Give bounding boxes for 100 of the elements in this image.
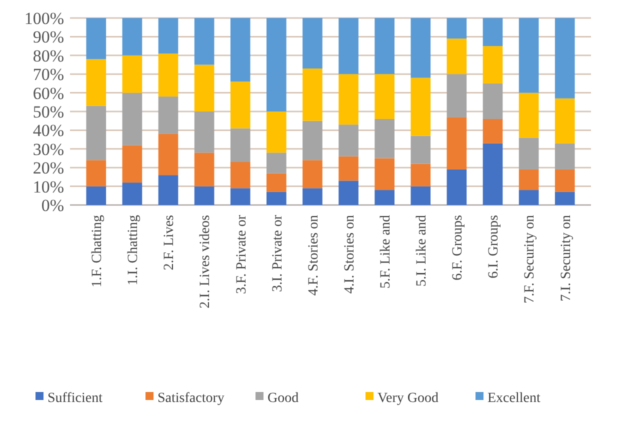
x-tick-label: 2.I. Lives videos [198,215,214,308]
bar [266,173,286,192]
x-tick-label: 6.F. Groups [450,215,466,280]
bar [86,186,106,205]
bar [230,18,250,82]
y-tick-label: 60% [32,84,64,103]
bar [122,145,142,183]
x-tick-label: 7.I. Security on [558,215,574,302]
x-tick-label: 7.F. Security on [522,215,538,304]
bar [554,98,575,144]
x-tick-label: 4.F. Stories on [306,215,322,296]
x-tick-label: 1.F. Chatting [90,215,106,288]
bar [230,128,250,162]
bar [122,92,142,146]
bar [86,160,106,186]
bar [158,96,178,134]
bar [338,156,358,181]
bar [446,74,467,118]
bar [230,82,250,128]
bar [374,74,394,119]
legend-label: Very Good [378,390,439,406]
bar [158,134,178,176]
bar [410,78,431,136]
bar [194,152,214,186]
bar [338,18,358,74]
x-tick-label: 1.I. Chatting [126,215,142,286]
bar [554,143,575,170]
x-tick-label: 4.I. Stories on [342,215,358,294]
bar [338,180,358,205]
bar [302,68,322,121]
y-tick-label: 50% [32,102,64,122]
bar [338,74,358,125]
bar [374,190,394,205]
bar [374,118,394,158]
bar [230,188,250,205]
bar [158,175,178,205]
x-tick-label: 6.I. Groups [486,215,502,278]
bar [266,152,286,174]
bar [410,164,431,186]
bar [194,64,214,112]
legend-label: Satisfactory [158,390,224,406]
bar [482,143,503,205]
bar [482,46,503,84]
bar [518,138,539,170]
y-tick-label: 90% [32,28,64,47]
bar [302,120,322,160]
y-tick-label: 70% [32,65,64,84]
bar [338,124,358,156]
bar [446,38,467,74]
bar [554,192,575,205]
bar [518,169,539,190]
x-tick-label: 3.I. Private or [270,214,286,292]
bar [266,192,286,205]
bar [266,18,286,112]
y-tick-label: 40% [32,121,64,140]
x-tick-label: 5.F. Like and [378,215,394,289]
bar [194,186,214,205]
y-tick-label: 0% [41,196,64,215]
bar [446,169,467,205]
y-tick-label: 20% [32,158,64,178]
bar [302,18,322,68]
bar [86,18,106,60]
y-tick-label: 30% [32,140,64,159]
bar [158,54,178,97]
bar [482,83,503,119]
bar [302,188,322,205]
bar [86,59,106,106]
bar [410,18,431,78]
bar [482,18,503,46]
bar [230,162,250,188]
bar [374,158,394,190]
bar [446,18,467,39]
bar [194,18,214,65]
legend-label: Good [268,390,299,406]
bar [410,136,431,164]
bar [302,160,322,188]
y-tick-label: 10% [32,177,64,196]
bar [410,186,431,205]
bar [518,92,539,138]
bar [266,112,286,153]
x-tick-label: 5.I. Like and [414,215,430,287]
bar [86,106,106,160]
bar [122,182,142,205]
bar [122,18,142,56]
bar [446,117,467,170]
bar [158,18,178,54]
legend-label: Excellent [488,390,540,406]
y-tick-label: 80% [32,46,64,66]
y-tick-label: 100% [24,8,64,28]
bar [194,112,214,153]
x-tick-label: 3.F. Private or [234,214,250,294]
x-tick-label: 2.F. Lives [162,215,178,270]
bar [554,18,575,98]
legend-label: Sufficient [48,390,103,406]
bar [374,18,394,74]
bar [122,55,142,93]
bar [554,169,575,192]
bar [518,18,539,93]
bar [482,118,503,144]
bar [518,190,539,205]
